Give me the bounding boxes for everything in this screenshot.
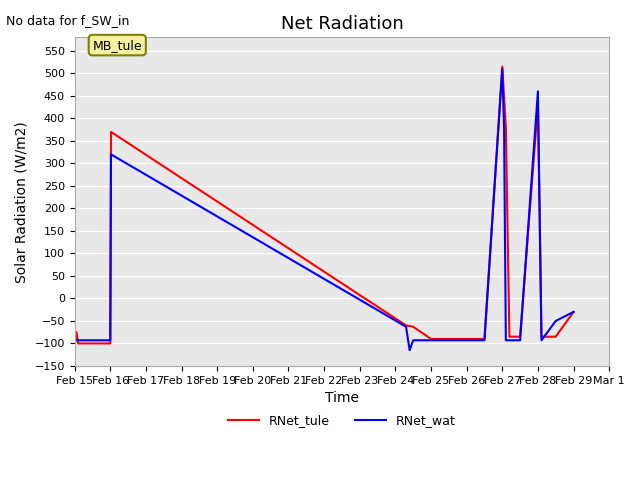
RNet_tule: [502, 124, 509, 130]
Y-axis label: Solar Radiation (W/m2): Solar Radiation (W/m2): [15, 121, 29, 283]
RNet_tule: [463, 336, 470, 342]
Line: RNet_wat: RNet_wat: [75, 69, 573, 350]
X-axis label: Time: Time: [325, 391, 359, 405]
RNet_tule: [427, 336, 435, 342]
RNet_tule: [445, 336, 452, 342]
RNet_tule: [506, 334, 513, 339]
Title: Net Radiation: Net Radiation: [280, 15, 403, 33]
Legend: RNet_tule, RNet_wat: RNet_tule, RNet_wat: [223, 409, 461, 432]
RNet_wat: [463, 337, 470, 343]
RNet_wat: [71, 337, 79, 343]
RNet_wat: [481, 337, 488, 343]
Text: MB_tule: MB_tule: [92, 38, 142, 51]
RNet_wat: [552, 318, 559, 324]
RNet_tule: [570, 309, 577, 315]
RNet_wat: [502, 337, 509, 343]
RNet_wat: [499, 66, 506, 72]
RNet_wat: [410, 337, 417, 343]
RNet_wat: [427, 337, 435, 343]
RNet_tule: [72, 329, 80, 335]
RNet_tule: [534, 102, 541, 108]
RNet_wat: [445, 337, 452, 343]
RNet_wat: [107, 152, 115, 157]
RNet_wat: [406, 348, 413, 353]
RNet_tule: [402, 323, 410, 328]
RNet_tule: [106, 340, 114, 346]
RNet_wat: [402, 324, 410, 330]
RNet_wat: [106, 337, 114, 343]
Text: No data for f_SW_in: No data for f_SW_in: [6, 14, 130, 27]
RNet_tule: [552, 334, 559, 339]
RNet_wat: [570, 309, 577, 315]
RNet_tule: [538, 334, 545, 339]
RNet_wat: [72, 337, 80, 343]
RNet_tule: [516, 334, 524, 339]
Line: RNet_tule: RNet_tule: [75, 67, 573, 343]
RNet_tule: [499, 64, 506, 70]
RNet_tule: [71, 340, 79, 346]
RNet_tule: [410, 324, 417, 330]
RNet_wat: [500, 124, 508, 130]
RNet_wat: [516, 337, 524, 343]
RNet_tule: [481, 336, 488, 342]
RNet_tule: [107, 129, 115, 135]
RNet_wat: [538, 337, 545, 343]
RNet_tule: [74, 340, 82, 346]
RNet_wat: [534, 88, 541, 94]
